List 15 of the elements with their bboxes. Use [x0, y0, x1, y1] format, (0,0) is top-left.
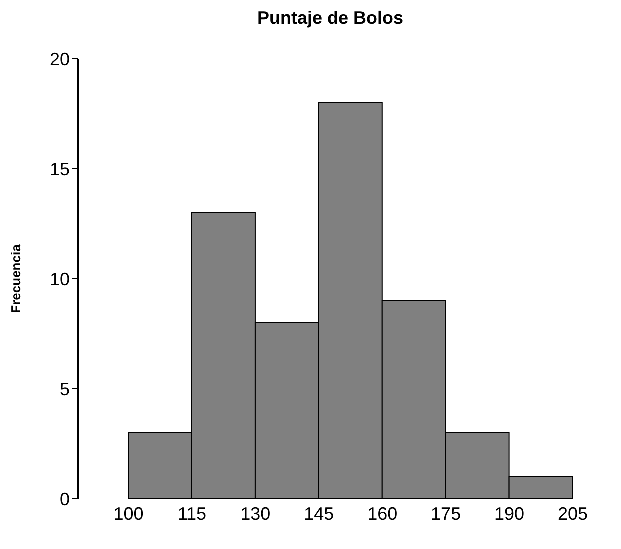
- y-tick-label: 10: [50, 269, 70, 290]
- x-tick-label: 115: [178, 504, 207, 524]
- x-tick-label: 145: [304, 504, 334, 524]
- y-tick-label: 15: [50, 159, 70, 180]
- x-tick-label: 100: [114, 504, 144, 524]
- x-tick-label: 130: [240, 504, 271, 524]
- y-tick-label: 5: [60, 379, 70, 400]
- chart-title: Puntaje de Bolos: [256, 8, 405, 29]
- y-tick-label: 0: [60, 489, 70, 510]
- x-tick-label: 190: [494, 504, 525, 524]
- x-tick-label: 160: [368, 504, 398, 524]
- x-tick-label: 205: [558, 504, 588, 524]
- y-axis-title: Frecuencia: [8, 244, 24, 314]
- y-tick-label: 20: [50, 49, 70, 70]
- x-tick-label: 175: [431, 504, 462, 524]
